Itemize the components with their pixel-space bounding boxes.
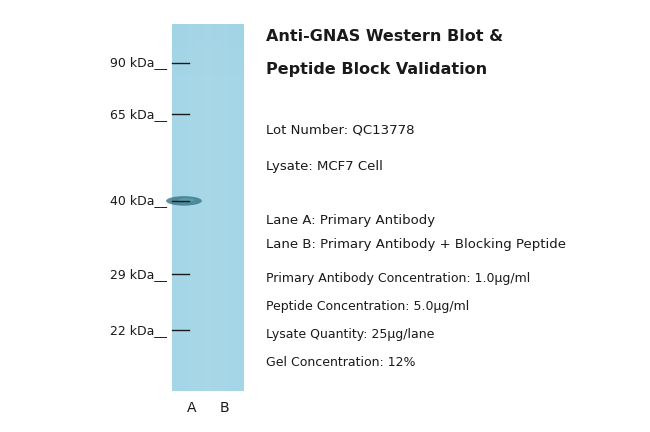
Bar: [172, 29, 244, 31]
Bar: [172, 31, 244, 33]
Text: Anti-GNAS Western Blot &: Anti-GNAS Western Blot &: [266, 29, 504, 44]
Bar: [172, 59, 244, 60]
Bar: [204, 24, 206, 391]
Bar: [172, 55, 244, 57]
Text: Primary Antibody Concentration: 1.0µg/ml: Primary Antibody Concentration: 1.0µg/ml: [266, 272, 531, 285]
Bar: [172, 25, 244, 28]
Bar: [176, 24, 177, 391]
Bar: [203, 24, 204, 391]
Text: B: B: [220, 401, 229, 415]
Text: Lane A: Primary Antibody: Lane A: Primary Antibody: [266, 214, 436, 227]
Ellipse shape: [179, 198, 194, 202]
Text: 90 kDa__: 90 kDa__: [110, 56, 167, 69]
Bar: [194, 24, 196, 391]
Bar: [192, 24, 194, 391]
Bar: [174, 24, 176, 391]
Text: Lysate: MCF7 Cell: Lysate: MCF7 Cell: [266, 160, 384, 173]
Bar: [183, 24, 185, 391]
Bar: [208, 24, 210, 391]
Bar: [206, 24, 208, 391]
Bar: [172, 64, 244, 66]
Bar: [172, 40, 244, 42]
Bar: [172, 50, 244, 51]
Bar: [239, 24, 240, 391]
Text: Gel Concentration: 12%: Gel Concentration: 12%: [266, 356, 416, 369]
Bar: [172, 77, 244, 79]
Bar: [198, 24, 199, 391]
Bar: [172, 24, 244, 391]
Bar: [212, 24, 213, 391]
Bar: [172, 35, 244, 37]
Bar: [210, 24, 212, 391]
Bar: [196, 24, 198, 391]
Text: Lysate Quantity: 25µg/lane: Lysate Quantity: 25µg/lane: [266, 328, 435, 341]
Text: Lot Number: QC13778: Lot Number: QC13778: [266, 123, 415, 136]
Bar: [199, 24, 201, 391]
Bar: [172, 66, 244, 68]
Text: Peptide Concentration: 5.0µg/ml: Peptide Concentration: 5.0µg/ml: [266, 300, 470, 313]
Bar: [187, 24, 188, 391]
Bar: [177, 24, 179, 391]
Bar: [172, 73, 244, 75]
Bar: [215, 24, 217, 391]
Bar: [172, 44, 244, 46]
Bar: [242, 24, 244, 391]
Bar: [233, 24, 235, 391]
Bar: [172, 37, 244, 38]
Bar: [240, 24, 242, 391]
Bar: [172, 62, 244, 64]
Bar: [201, 24, 203, 391]
Bar: [172, 33, 244, 35]
Bar: [172, 70, 244, 72]
Bar: [222, 24, 224, 391]
Text: Lane B: Primary Antibody + Blocking Peptide: Lane B: Primary Antibody + Blocking Pept…: [266, 238, 567, 251]
Ellipse shape: [166, 196, 202, 206]
Bar: [224, 24, 226, 391]
Bar: [213, 24, 215, 391]
Bar: [172, 51, 244, 53]
Bar: [172, 28, 244, 29]
Bar: [172, 42, 244, 44]
Bar: [172, 60, 244, 62]
Bar: [172, 68, 244, 70]
Bar: [231, 24, 233, 391]
Bar: [220, 24, 222, 391]
Bar: [185, 24, 187, 391]
Bar: [172, 24, 174, 391]
Bar: [229, 24, 231, 391]
Bar: [172, 72, 244, 73]
Text: 29 kDa__: 29 kDa__: [111, 268, 167, 281]
Bar: [235, 24, 237, 391]
Bar: [172, 38, 244, 40]
Text: 40 kDa__: 40 kDa__: [110, 194, 167, 207]
Bar: [226, 24, 228, 391]
Bar: [172, 46, 244, 48]
Bar: [172, 75, 244, 77]
Bar: [181, 24, 183, 391]
Bar: [188, 24, 190, 391]
Bar: [172, 24, 244, 25]
Bar: [172, 48, 244, 50]
Bar: [237, 24, 239, 391]
Bar: [217, 24, 218, 391]
Text: 65 kDa__: 65 kDa__: [110, 108, 167, 121]
Bar: [227, 24, 229, 391]
Text: A: A: [187, 401, 196, 415]
Text: 22 kDa__: 22 kDa__: [111, 324, 167, 337]
Bar: [190, 24, 192, 391]
Bar: [179, 24, 181, 391]
Text: Peptide Block Validation: Peptide Block Validation: [266, 62, 488, 76]
Bar: [218, 24, 220, 391]
Bar: [172, 57, 244, 59]
Bar: [172, 53, 244, 55]
